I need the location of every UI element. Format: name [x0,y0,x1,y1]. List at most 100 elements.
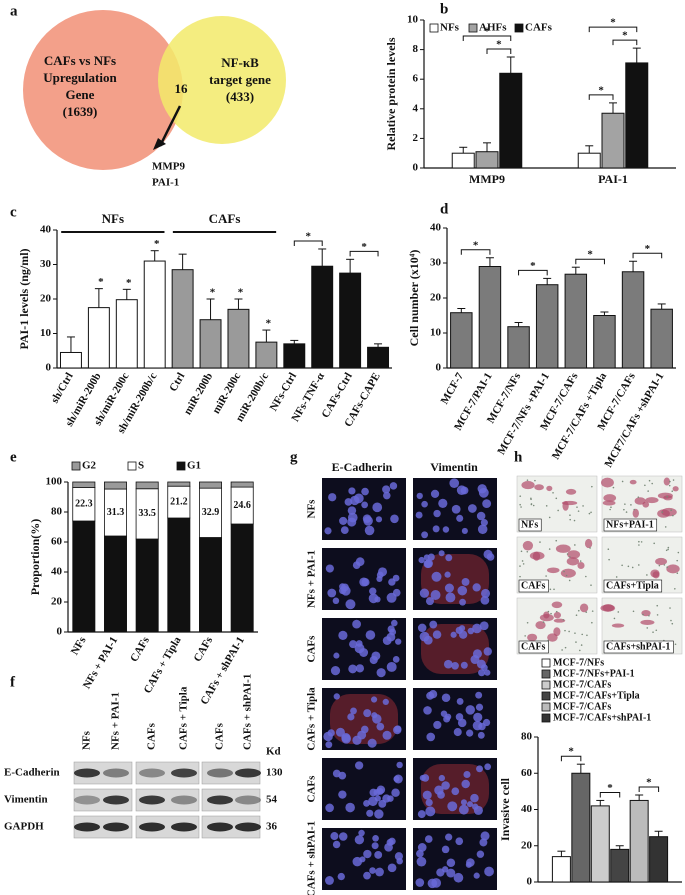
bar [649,836,669,883]
y-tick-label: 60 [521,767,533,779]
bar-segment [104,481,127,490]
error-bar [596,799,605,806]
significance-star: * [587,249,593,261]
blot-column-label: CAFs [214,722,226,750]
invading-cell [535,621,546,630]
nucleus [374,809,384,819]
nucleus [472,623,482,634]
legend-label: CAFs [525,22,553,34]
y-tick-label: 20 [40,293,52,305]
blot-band [207,822,233,832]
invasion-label-box [603,640,674,654]
nucleus [463,770,471,779]
nucleus [376,668,386,678]
nucleus [451,504,461,514]
blot-band [139,795,165,805]
pore [579,560,582,562]
bar [367,346,390,369]
invading-cell [645,497,659,504]
significance-bracket [575,258,605,265]
legend-label: MCF-7/NFs+PAI-1 [553,668,635,679]
pore [670,619,672,622]
pore [627,565,630,568]
legend-swatch [541,691,551,701]
pore [545,505,548,507]
nucleus [344,498,353,506]
pore [630,504,632,506]
y-axis-label: Invasive cell [498,777,512,841]
pore [624,503,626,505]
nucleus [445,592,456,603]
nucleus [421,500,428,508]
blot-row-label: Vimentin [4,794,48,806]
pore [638,564,640,566]
pore [632,610,635,613]
invading-cell [603,494,617,502]
error-bar [506,56,515,74]
significance-bracket [638,786,660,792]
nucleus [433,509,441,518]
pore [530,503,533,505]
pore [651,482,653,485]
pore [633,508,636,511]
pore [623,508,625,511]
nucleus [350,707,357,715]
nucleus [446,868,456,878]
significance-bracket [588,94,614,100]
blot-strip [135,761,200,785]
nucleus [361,487,369,496]
y-tick-label: 10 [407,14,419,26]
blot-band [139,822,165,832]
nucleus [453,728,462,737]
nucleus [478,669,486,677]
pore [580,644,583,646]
pore [519,495,522,497]
invasion-label: CAFs [521,580,546,591]
nucleus [338,790,347,799]
nucleus [338,832,348,841]
pore [638,544,640,546]
nucleus [383,491,391,500]
bar [450,312,473,369]
nucleus [456,485,467,496]
legend-label: MCF-7/CAFs [553,679,611,690]
significance-star: * [266,318,272,330]
error-bar [576,763,585,774]
blot-unit: Kd [266,746,281,758]
bar [625,62,649,169]
invading-cell [600,604,616,612]
y-tick-label: 40 [51,566,63,578]
nucleus [449,478,460,488]
venn-overlap-count: 16 [175,81,189,96]
bar [610,848,630,883]
venn-left-label: CAFs vs NFs [44,53,116,68]
nucleus [363,800,370,807]
pore [670,509,672,511]
nucleus [361,501,369,509]
pore [590,584,592,586]
pore [664,526,667,528]
pore [539,541,541,543]
pore [677,551,680,554]
nucleus [363,709,372,718]
pore [526,550,529,553]
pore [617,611,620,613]
pore [577,510,580,512]
pore [676,572,679,575]
pore [564,629,566,632]
nucleus [352,619,361,629]
nucleus [341,734,351,744]
error-bar [635,794,644,801]
significance-star: * [473,239,479,251]
nucleus [345,599,356,610]
bar-segment [135,481,159,490]
legend-label: AHFs [479,22,507,34]
nucleus [444,571,451,578]
significance-star: * [210,287,216,299]
invading-cell [672,486,679,492]
pore [524,635,526,637]
legend-label: MCF-7/CAFs [553,701,611,712]
nucleus [365,630,376,640]
nucleus [324,527,332,535]
nucleus [459,598,466,606]
